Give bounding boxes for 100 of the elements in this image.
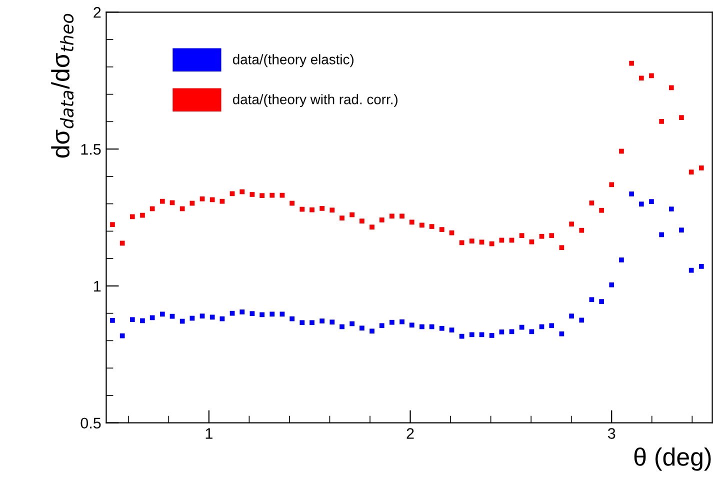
point [270,192,275,198]
point [340,324,344,330]
point [429,224,434,229]
point [290,316,295,322]
point [698,166,704,170]
x-tick-label: 1 [206,428,212,439]
x-tick-label: 2 [406,428,414,439]
point [120,333,125,338]
point [200,196,205,202]
point [679,115,684,120]
point [360,326,364,331]
point [210,314,215,320]
point [200,314,205,318]
point [280,312,285,317]
point [638,76,644,81]
point [629,60,634,66]
point [320,206,325,211]
point [160,312,165,317]
point [599,208,604,213]
point [668,206,674,212]
point [629,192,634,196]
point [688,170,694,174]
point [379,218,384,222]
point [519,233,524,238]
point [559,245,564,250]
point [130,317,135,322]
x-tick-label: 3 [608,428,616,439]
point [370,328,374,334]
point [459,240,464,246]
point [529,329,534,334]
point [509,329,514,334]
point [479,240,484,245]
point [479,332,484,338]
point [360,218,364,224]
point [250,311,255,316]
point [220,198,225,204]
point [579,228,584,233]
point [599,299,604,304]
point [609,182,614,188]
point [390,320,394,325]
point [260,193,265,198]
x-axis-title: θ (deg) [634,447,711,471]
point [659,118,664,124]
point [390,214,394,219]
point [160,198,165,204]
point [150,206,155,212]
point [589,200,594,206]
point [310,320,314,326]
point [569,314,574,318]
point [120,240,125,246]
point [420,222,424,228]
point [110,222,115,228]
point [579,318,584,323]
point [569,222,574,226]
point [489,333,494,338]
point [180,206,185,212]
point [300,206,305,212]
point [499,238,504,243]
point [439,326,444,331]
point [539,234,544,239]
point [130,214,135,220]
y-tick-label: 1.5 [81,144,101,155]
point [589,297,594,302]
point [549,323,554,328]
point [469,238,474,244]
point [449,328,454,332]
point [619,148,624,154]
point [469,332,474,338]
y-tick-label: 0.5 [80,418,101,429]
point [340,216,344,220]
point [379,323,384,328]
point [420,324,424,330]
point [250,192,255,197]
point [409,220,414,225]
point [260,312,265,318]
point [400,214,404,219]
point [529,239,534,244]
point [320,318,325,324]
point [409,322,414,328]
point [350,321,355,326]
point [549,233,554,238]
point [559,331,564,336]
point [659,232,664,238]
point [499,329,504,334]
point [400,319,404,324]
point [270,312,275,317]
point [140,212,145,218]
point [609,282,614,288]
point [290,200,295,206]
point [679,228,684,233]
point [638,202,644,206]
point [649,199,654,204]
y-axis-title: dσ$_{data}$/dσ$_{theo}$ [51,14,74,158]
point [370,224,374,230]
point [688,268,694,273]
point [150,315,155,320]
point [170,314,175,319]
point [300,320,305,326]
point [649,73,654,78]
y-tick-label: 2 [94,7,101,18]
